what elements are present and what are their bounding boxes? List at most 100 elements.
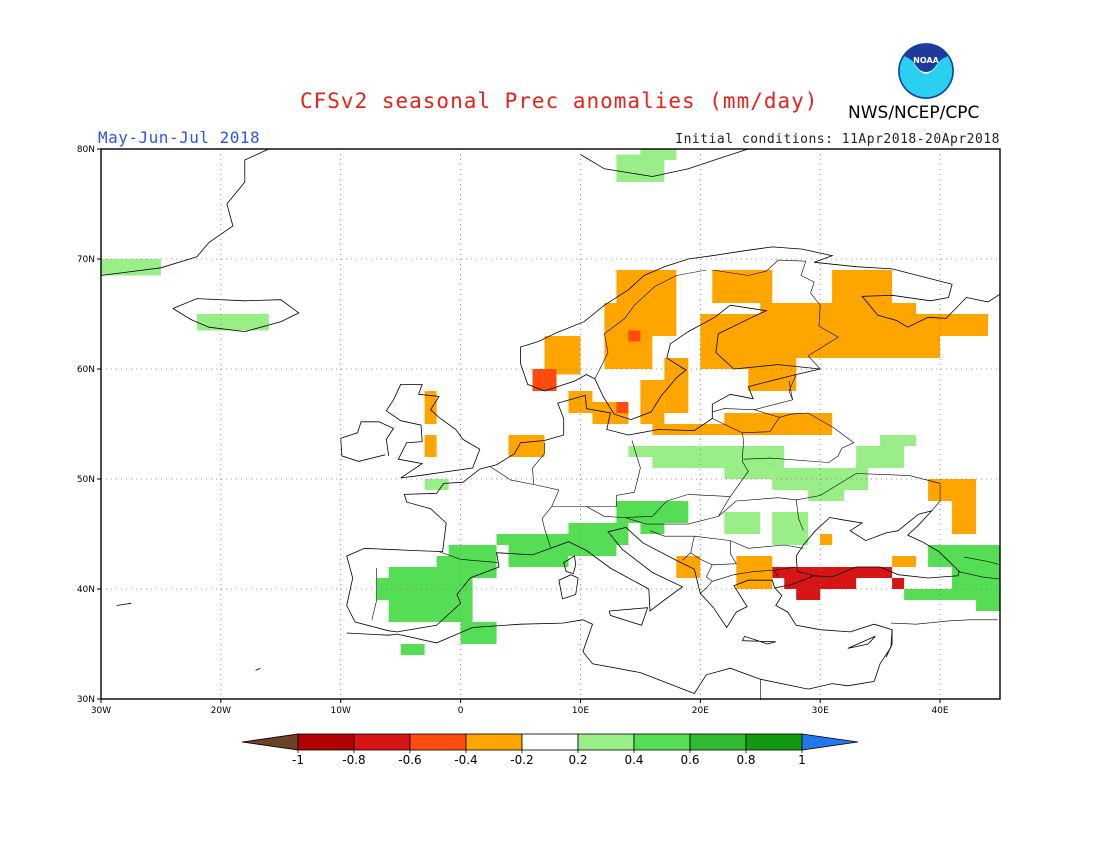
anomaly-cell [652, 446, 785, 468]
anomaly-region-caucasus [904, 545, 1000, 611]
country-border [551, 440, 641, 507]
colorbar-high-arrow [801, 733, 859, 751]
country-border [624, 496, 731, 525]
anomaly-cell [976, 589, 1000, 611]
anomaly-cell [196, 314, 269, 331]
anomaly-cell [616, 270, 677, 336]
country-border [957, 571, 1001, 580]
country-border [712, 569, 779, 582]
colorbar-label: 0.4 [624, 753, 643, 767]
anomaly-cell [724, 512, 761, 534]
anomaly-cell [652, 424, 725, 435]
anomaly-cell [508, 435, 545, 457]
colorbar-swatch [521, 733, 579, 751]
colorbar-label: 1 [798, 753, 806, 767]
anomaly-cell [101, 259, 161, 276]
coastline [346, 510, 960, 633]
lat-label: 50N [77, 475, 95, 485]
anomaly-cell [628, 446, 677, 457]
country-border [532, 442, 545, 485]
colorbar-label: -0.4 [454, 753, 477, 767]
country-border [754, 374, 797, 410]
anomaly-cell [676, 556, 701, 578]
anomaly-cell [424, 479, 449, 490]
colorbar-swatch [633, 733, 691, 751]
lat-label: 80N [77, 145, 95, 155]
anomaly-cell [892, 314, 941, 325]
coastline [340, 421, 395, 462]
anomaly-cell [640, 149, 677, 160]
anomaly-cell [460, 622, 497, 644]
coastline [385, 383, 481, 479]
anomaly-region-svalbard [616, 149, 677, 182]
anomaly-cell [856, 446, 905, 468]
country-border [700, 576, 713, 594]
country-border [649, 530, 695, 561]
anomaly-cell [880, 435, 917, 446]
colorbar-swatch [297, 733, 355, 751]
coastline [608, 607, 649, 626]
organization-label: NWS/NCEP/CPC [848, 103, 980, 123]
colorbar-low-arrow [241, 733, 299, 751]
forecast-period: May-Jun-Jul 2018 [98, 128, 261, 147]
anomaly-cell [748, 358, 797, 391]
lon-label: 10W [331, 706, 351, 716]
anomaly-region-scandinavia-core [532, 330, 641, 413]
country-border [594, 269, 707, 380]
anomaly-cell [628, 330, 641, 342]
anomaly-cell [664, 358, 689, 413]
colorbar-swatch [689, 733, 747, 751]
anomaly-cell [508, 545, 569, 567]
lon-label: 20W [211, 706, 231, 716]
colorbar-label: -0.8 [342, 753, 365, 767]
lat-label: 30N [77, 695, 95, 705]
noaa-logo-icon: NOAA [898, 43, 954, 99]
anomaly-cell [496, 534, 569, 545]
country-border [796, 473, 941, 512]
coastline [100, 148, 269, 276]
anomaly-cell [532, 369, 557, 391]
country-border [718, 497, 804, 531]
anomaly-cell [400, 644, 425, 655]
country-border [706, 564, 713, 578]
country-border [890, 619, 998, 625]
anomaly-cell [832, 270, 881, 303]
coastlines [100, 148, 1001, 694]
coastline [563, 555, 577, 574]
coastline [847, 635, 876, 649]
coastline [255, 667, 261, 671]
anomaly-cell [448, 545, 497, 567]
anomaly-cell [796, 589, 821, 600]
anomaly-cell [424, 391, 437, 424]
anomaly-cell [616, 501, 689, 523]
anomaly-cell [760, 303, 917, 336]
country-border [586, 418, 749, 518]
coastline [346, 246, 1001, 557]
anomaly-region-iceland [196, 314, 269, 331]
chart-title: CFSv2 seasonal Prec anomalies (mm/day) [300, 89, 819, 113]
country-border [743, 412, 855, 463]
colorbar-label: 0.2 [568, 753, 587, 767]
colorbar-swatch [353, 733, 411, 751]
colorbar-label: 0.8 [736, 753, 755, 767]
country-borders [371, 259, 1001, 701]
anomaly-cell [724, 413, 833, 435]
anomaly-cell [376, 578, 401, 600]
anomaly-cell [952, 501, 977, 534]
anomaly-region-russia [676, 270, 1000, 589]
lon-label: 30W [91, 706, 111, 716]
anomaly-cell [784, 578, 857, 589]
anomaly-cell [736, 556, 773, 589]
lon-label: 0 [458, 706, 464, 716]
colorbar-label: -0.2 [510, 753, 533, 767]
map-frame [100, 148, 1001, 700]
anomaly-cell [568, 523, 629, 545]
anomaly-cell [640, 380, 665, 424]
lat-label: 60N [77, 365, 95, 375]
colorbar-swatch [745, 733, 803, 751]
coastline [741, 635, 776, 645]
anomaly-cell [772, 567, 893, 578]
anomaly-cell [820, 534, 833, 545]
